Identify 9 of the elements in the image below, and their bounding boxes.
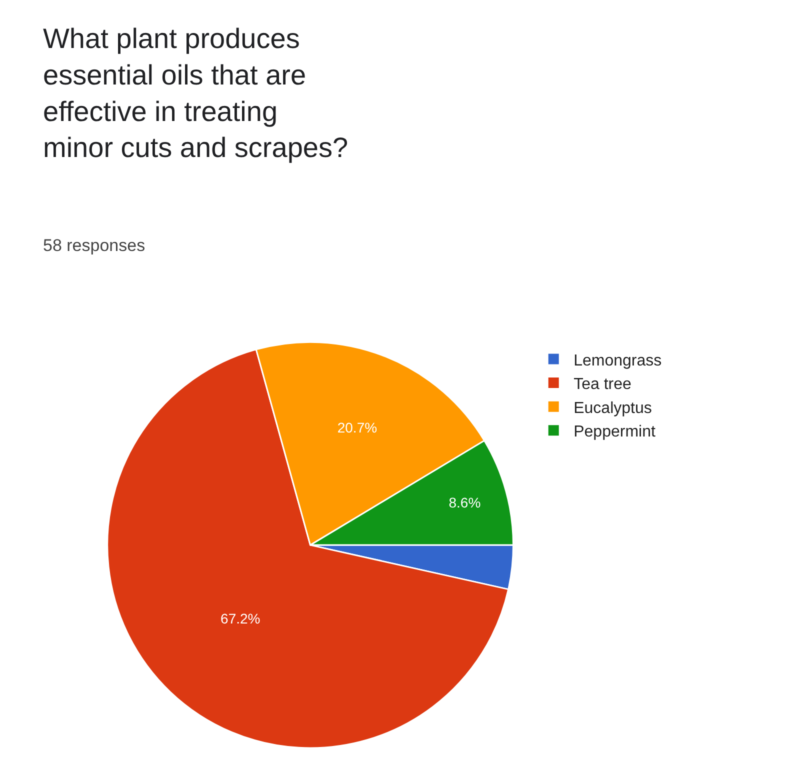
legend-label: Lemongrass [574,352,662,370]
data-label: 8.6% [448,494,481,510]
chart-title: What plant produces essential oils that are effective in treating minor cuts and scrapes? [43,23,348,164]
legend-label: Tea tree [574,376,632,394]
chart-subtitle: 58 responses [43,236,146,255]
legend-label: Peppermint [574,424,656,441]
data-label: 67.2% [220,610,260,627]
legend-label: Eucalyptus [574,400,652,417]
data-label: 20.7% [337,420,378,436]
